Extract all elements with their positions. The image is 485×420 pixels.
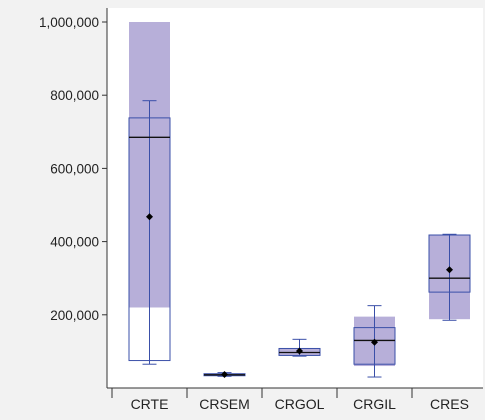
mean-marker-crsem (221, 370, 228, 378)
y-tick-label: 400,000 (50, 235, 99, 250)
x-tick-label-crsem: CRSEM (199, 396, 250, 412)
mean-marker-cres (446, 266, 453, 274)
box-crte (128, 117, 171, 362)
x-tick-label-crgil: CRGIL (353, 396, 396, 412)
x-tick-label-crte: CRTE (131, 396, 169, 412)
y-tick-label: 200,000 (50, 308, 99, 323)
y-tick-label: 800,000 (50, 88, 99, 103)
box-crgil (353, 327, 396, 365)
x-tick-label-crgol: CRGOL (275, 396, 325, 412)
box-series (128, 100, 471, 378)
x-axis: CRTE CRSEM CRGOL CRGIL CRES (107, 387, 483, 412)
mean-marker-crgil (371, 338, 378, 346)
y-tick-label: 1,000,000 (39, 15, 99, 30)
y-axis: 200,000 400,000 600,000 800,000 1,000,000 (39, 8, 108, 388)
y-tick-label: 600,000 (50, 161, 99, 176)
x-tick-label-cres: CRES (430, 396, 469, 412)
mean-marker-crte (146, 213, 153, 221)
mean-marker-crgol (296, 347, 303, 355)
box-cres (428, 234, 471, 293)
